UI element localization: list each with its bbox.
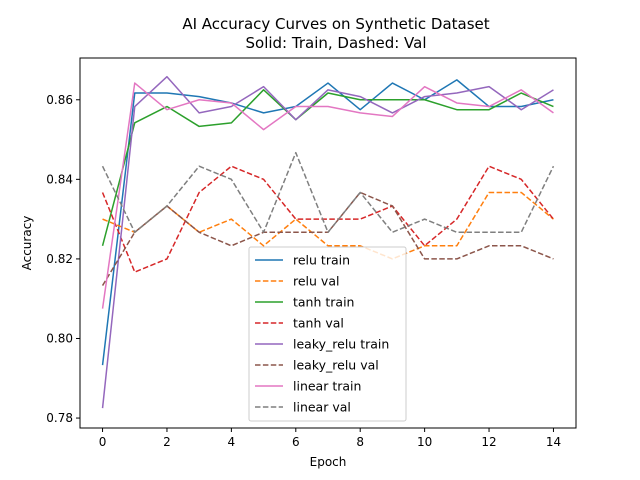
x-axis-label: Epoch (310, 455, 347, 469)
x-tick-label: 2 (163, 435, 171, 449)
plot-frame (79, 57, 577, 429)
legend-item: linear train (255, 379, 361, 394)
legend-item: linear val (255, 400, 351, 415)
legend-label: relu train (293, 253, 350, 268)
series-line-relu-val (102, 191, 554, 260)
y-tick-label: 0.82 (46, 252, 73, 266)
legend-item: tanh train (255, 295, 354, 310)
y-axis: 0.78 0.80 0.82 0.84 0.86 (46, 93, 80, 425)
legend-item: relu val (255, 274, 339, 289)
chart-subtitle: Solid: Train, Dashed: Val (246, 34, 427, 52)
y-tick-label: 0.86 (46, 93, 73, 107)
legend-label: linear train (293, 379, 361, 394)
x-tick-label: 4 (228, 435, 236, 449)
x-tick-label: 14 (546, 435, 561, 449)
x-tick-label: 10 (417, 435, 432, 449)
y-tick-label: 0.84 (46, 172, 73, 186)
legend-item: leaky_relu train (255, 337, 389, 352)
legend-label: relu val (293, 274, 339, 289)
legend-box (248, 246, 407, 422)
x-tick-label: 6 (292, 435, 300, 449)
plot-area (101, 75, 555, 409)
series-line-relu-train (101, 79, 554, 366)
legend-item: relu train (255, 253, 350, 268)
legend-label: linear val (293, 400, 351, 415)
x-tick-label: 8 (356, 435, 364, 449)
series-line-linear-val (101, 151, 555, 234)
legend-label: tanh val (293, 316, 344, 331)
x-tick-label: 12 (481, 435, 496, 449)
x-tick-label: 0 (99, 435, 107, 449)
legend-item: tanh val (255, 316, 344, 331)
series-line-linear-train (101, 82, 554, 309)
legend-item: leaky_relu val (255, 358, 379, 373)
series-line-leaky-relu-train (101, 75, 554, 409)
y-tick-label: 0.80 (46, 331, 73, 345)
legend-label: leaky_relu train (293, 337, 389, 352)
legend: relu train relu val tanh train tanh val leak… (248, 246, 407, 422)
legend-label: tanh train (293, 295, 354, 310)
series-line-tanh-val (101, 165, 555, 273)
series-line-tanh-train (101, 89, 554, 246)
legend-label: leaky_relu val (293, 358, 379, 373)
y-tick-label: 0.78 (46, 411, 73, 425)
chart-title: AI Accuracy Curves on Synthetic Dataset (182, 15, 489, 33)
x-axis: 0 2 4 6 8 10 12 14 (99, 428, 561, 449)
y-axis-label: Accuracy (20, 216, 34, 271)
